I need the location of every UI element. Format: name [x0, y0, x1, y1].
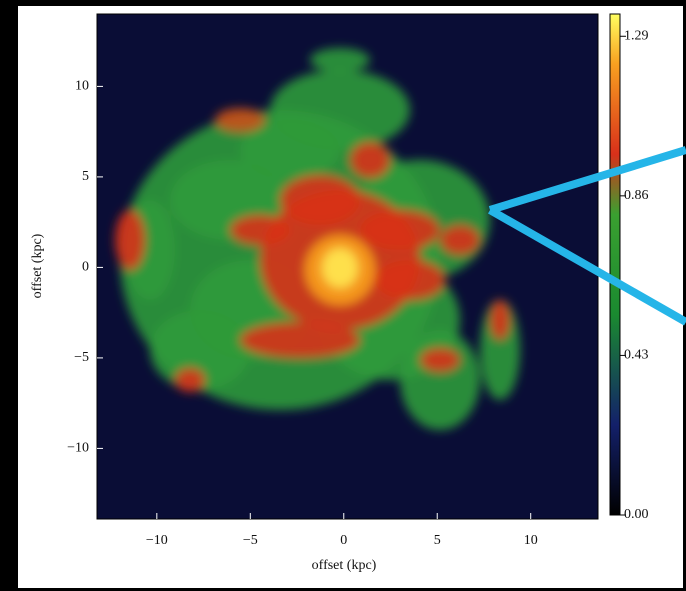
colorbar-tick-label: 0.43 — [624, 348, 649, 363]
colorbar-tick-label: 0.00 — [624, 507, 649, 522]
emission-blob — [350, 142, 390, 178]
x-tick-label: −5 — [243, 533, 258, 548]
y-tick-label: 0 — [82, 260, 89, 275]
emission-blob — [175, 368, 205, 392]
emission-blob — [375, 260, 445, 300]
colorbar-tick-label: 1.29 — [624, 28, 649, 43]
emission-blob — [490, 300, 510, 340]
x-tick-label: −10 — [146, 533, 168, 548]
emission-blob — [310, 48, 370, 72]
emission-blob — [115, 210, 145, 270]
x-tick-label: 10 — [524, 533, 538, 548]
emission-blob — [240, 322, 360, 358]
colorbar-tick-label: 0.86 — [624, 188, 649, 203]
x-tick-label: 0 — [340, 533, 347, 548]
emission-blob — [230, 215, 290, 245]
x-tick-label: 5 — [434, 533, 441, 548]
x-axis-label: offset (kpc) — [312, 558, 377, 573]
chart: offset (kpc) offset (kpc) −10 −5 0 5 10 −10 −5… — [0, 0, 686, 591]
y-tick-label: 10 — [75, 79, 89, 94]
y-tick-label: −10 — [67, 441, 89, 456]
y-tick-label: 5 — [82, 169, 89, 184]
emission-blob — [215, 108, 265, 132]
colorbar — [610, 14, 620, 515]
page: offset (kpc) offset (kpc) −10 −5 0 5 10 −10 −5… — [0, 0, 686, 591]
emission-blob — [420, 348, 460, 372]
emission-blob — [322, 248, 358, 288]
y-tick-label: −5 — [74, 350, 89, 365]
emission-blob — [280, 175, 360, 225]
emission-blob — [360, 210, 440, 250]
emission-blob — [440, 225, 480, 255]
y-axis-label: offset (kpc) — [30, 233, 45, 298]
